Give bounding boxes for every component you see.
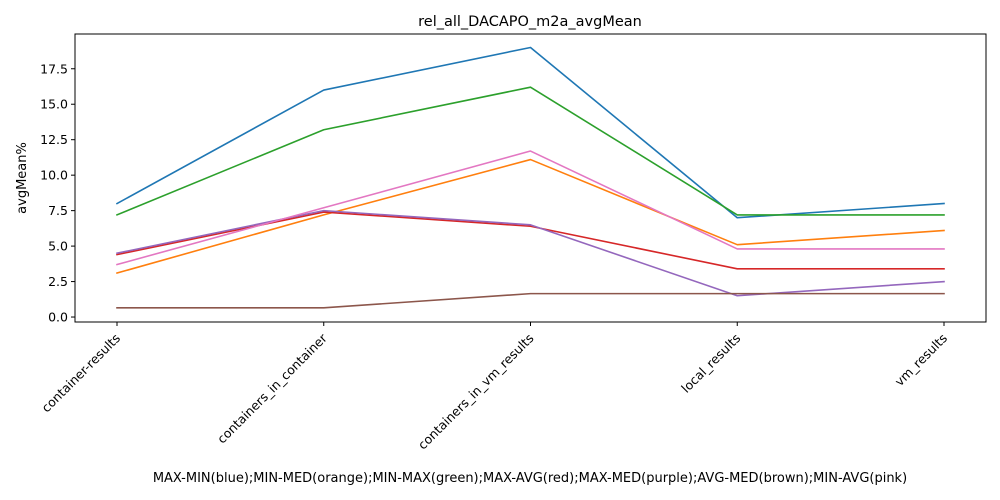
x-axis-label: MAX-MIN(blue);MIN-MED(orange);MIN-MAX(gr… [153, 471, 907, 486]
series-line-6 [116, 150, 945, 266]
series-line-2 [115, 86, 945, 216]
y-tick-label: 17.5 [40, 61, 68, 76]
y-tick-label: 0.0 [48, 310, 68, 325]
y-axis: 0.0 2.5 5.0 7.5 10.0 12.5 15.0 17.5 [40, 61, 75, 325]
series-line-1 [116, 158, 945, 275]
chart-title: rel_all_DACAPO_m2a_avgMean [418, 14, 642, 30]
y-tick-label: 2.5 [48, 274, 68, 289]
y-tick-label: 10.0 [40, 168, 68, 183]
y-tick-label: 5.0 [48, 239, 68, 254]
series-line-5 [116, 292, 945, 309]
y-tick-label: 7.5 [48, 203, 68, 218]
series-layer [115, 46, 945, 309]
y-tick-label: 15.0 [40, 97, 68, 112]
y-axis-label: avgMean% [15, 142, 30, 214]
series-line-4 [116, 209, 945, 297]
series-line-0 [115, 46, 945, 219]
y-tick-label: 12.5 [40, 132, 68, 147]
